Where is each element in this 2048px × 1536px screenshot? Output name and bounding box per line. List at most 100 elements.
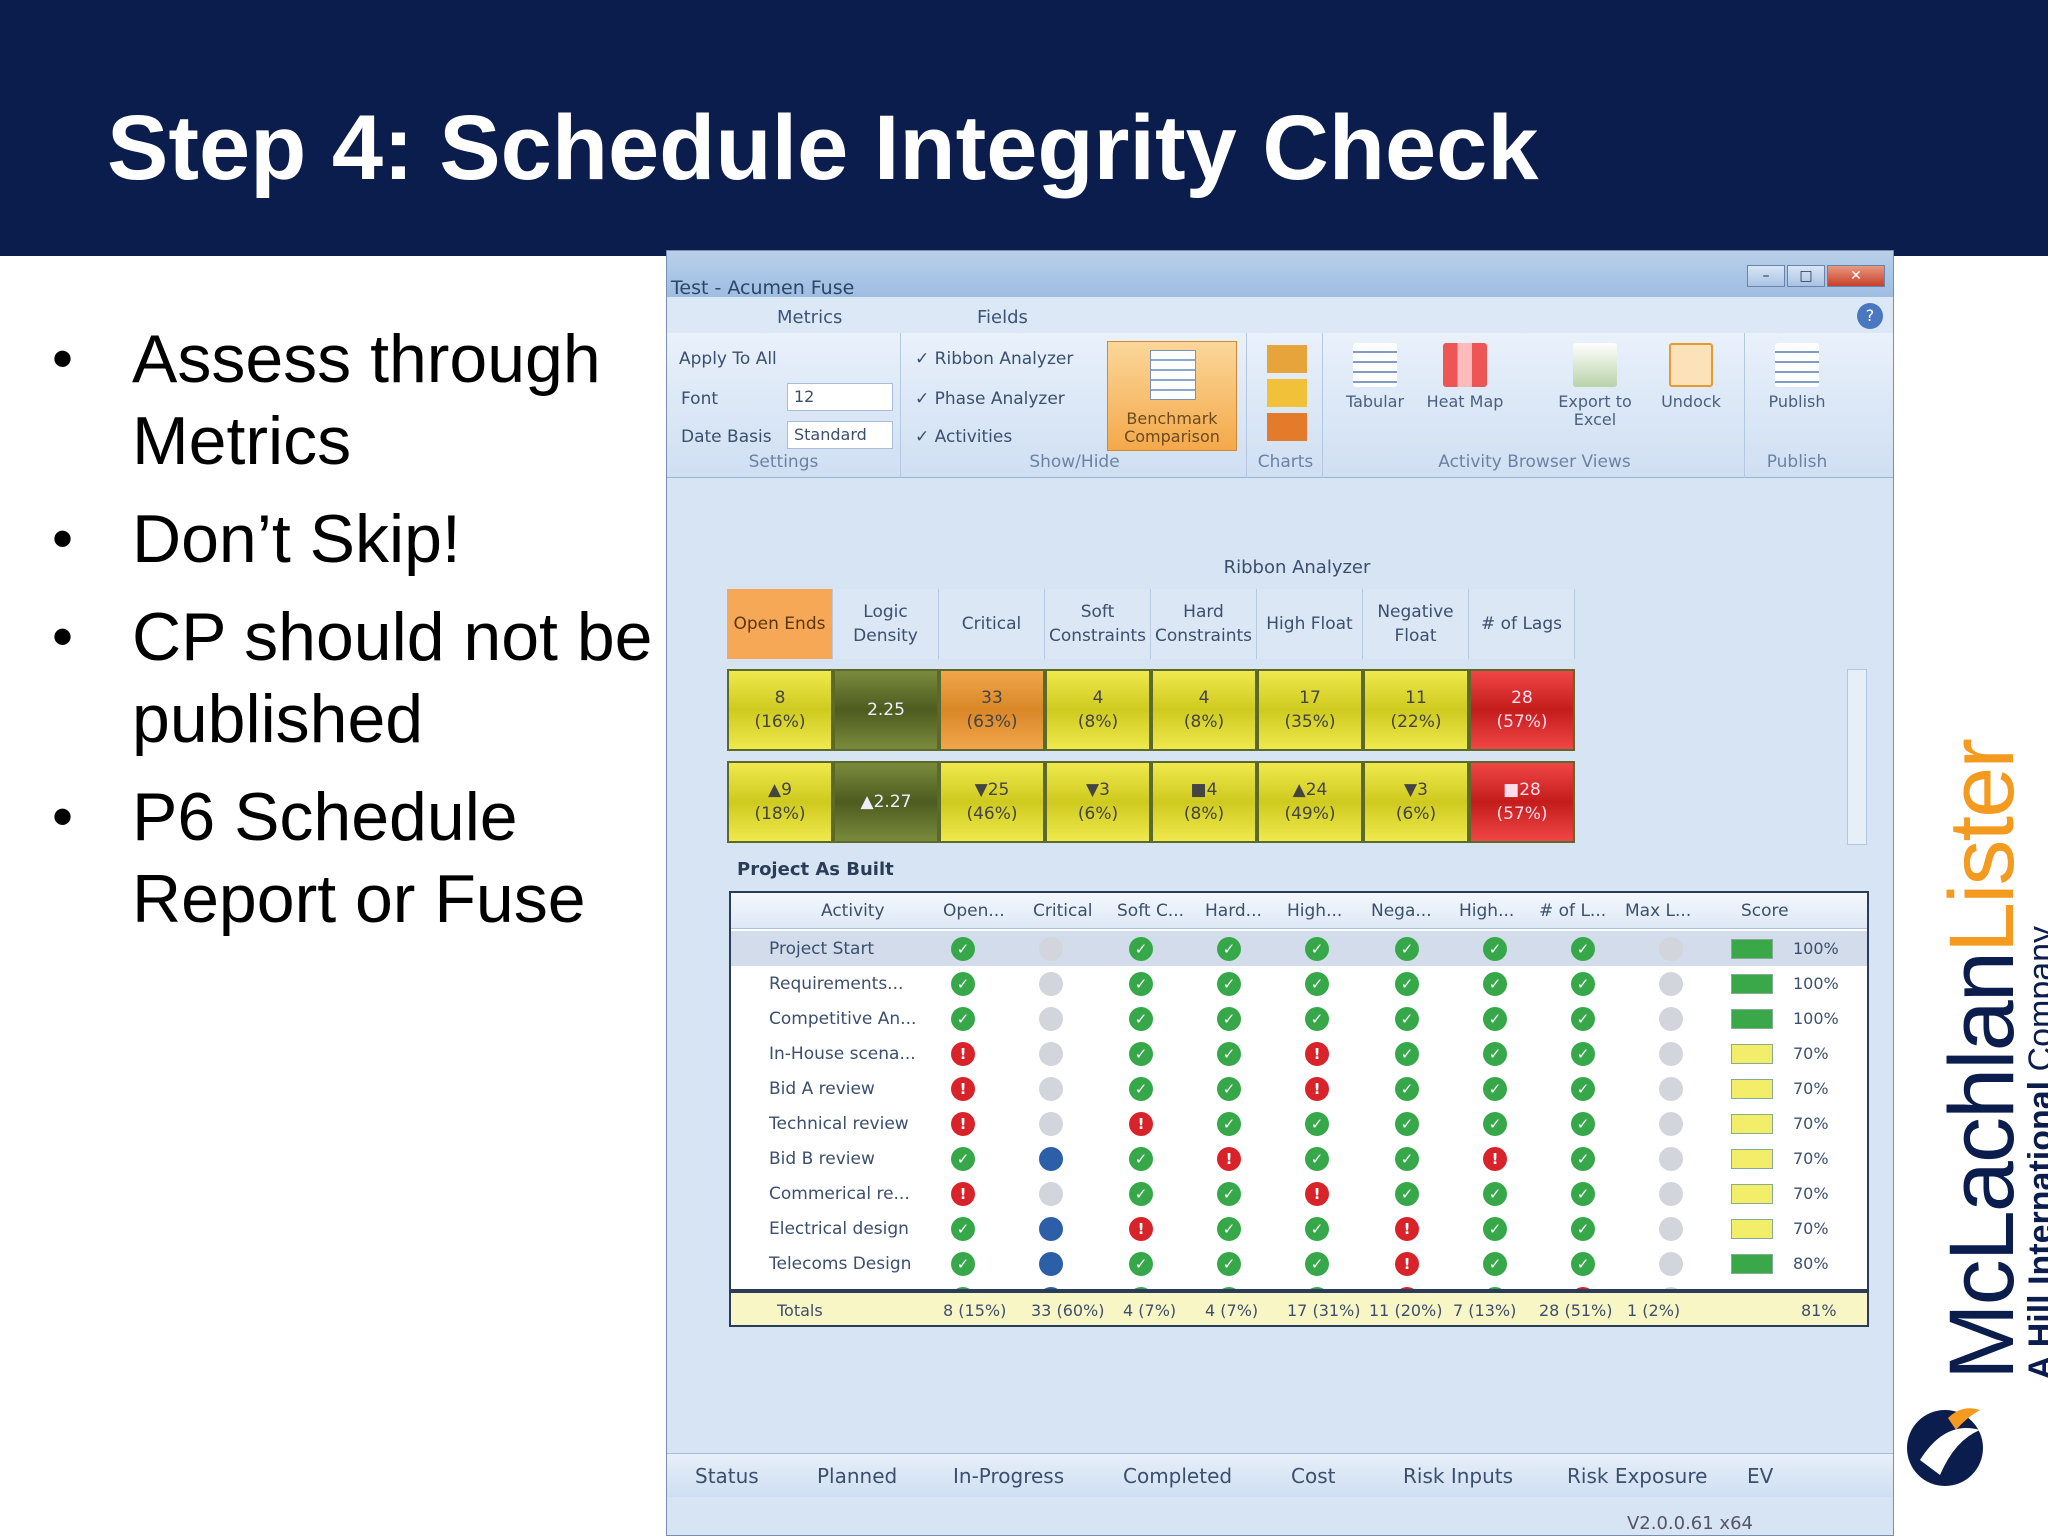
- undock-button[interactable]: Undock: [1651, 343, 1731, 411]
- status-tab[interactable]: Completed: [1123, 1464, 1233, 1488]
- grid-column-header[interactable]: Soft C...: [1117, 901, 1185, 921]
- activities-checkbox[interactable]: ✓ Activities: [915, 427, 1013, 447]
- status-tab[interactable]: In-Progress: [953, 1464, 1065, 1488]
- grid-column-header[interactable]: Max L...: [1625, 901, 1692, 921]
- table-row[interactable]: Mechanical des...✓✓✓✓!✓!70%: [731, 1281, 1867, 1289]
- publish-group-label: Publish: [1766, 452, 1828, 472]
- analyzer-column-header[interactable]: High Float: [1257, 589, 1363, 659]
- analyzer-metric-cell[interactable]: ▼3 (6%): [1045, 761, 1151, 843]
- analyzer-metric-cell[interactable]: 28 (57%): [1469, 669, 1575, 751]
- grid-column-header[interactable]: Critical: [1033, 901, 1093, 921]
- phase-analyzer-checkbox[interactable]: ✓ Phase Analyzer: [915, 389, 1065, 409]
- table-row[interactable]: Bid B review ✓ ✓! ✓ ✓! ✓ 70%: [731, 1141, 1867, 1176]
- analyzer-column-header[interactable]: Soft Constraints: [1045, 589, 1151, 659]
- analyzer-metric-cell[interactable]: ▼25 (46%): [939, 761, 1045, 843]
- minimize-icon[interactable]: –: [1747, 265, 1785, 287]
- analyzer-metric-cell[interactable]: 33 (63%): [939, 669, 1045, 751]
- status-tab[interactable]: EV: [1747, 1464, 1774, 1488]
- analyzer-metric-cell[interactable]: 17 (35%): [1257, 669, 1363, 751]
- activity-name: Telecoms Design: [769, 1254, 912, 1274]
- activity-name: Electrical design: [769, 1219, 909, 1239]
- grid-column-header[interactable]: Nega...: [1371, 901, 1432, 921]
- table-row[interactable]: Technical review!! ✓ ✓ ✓ ✓ ✓ 70%: [731, 1106, 1867, 1141]
- score-value: 70%: [1793, 1114, 1829, 1133]
- analyzer-metric-cell[interactable]: ■28 (57%): [1469, 761, 1575, 843]
- score-bar: [1731, 1114, 1773, 1134]
- close-icon[interactable]: ✕: [1827, 265, 1885, 287]
- analyzer-metric-cell[interactable]: ▼3 (6%): [1363, 761, 1469, 843]
- table-row[interactable]: In-House scena...! ✓ ✓! ✓ ✓ ✓ 70%: [731, 1036, 1867, 1071]
- grid-column-header[interactable]: High...: [1459, 901, 1515, 921]
- tab-metrics[interactable]: Metrics: [777, 307, 843, 328]
- alert-icon: !: [1129, 1217, 1153, 1241]
- grid-column-header[interactable]: Activity: [821, 901, 885, 921]
- analyzer-column-header[interactable]: Open Ends: [727, 589, 833, 659]
- analyzer-scrollbar[interactable]: [1847, 669, 1867, 845]
- check-icon: ✓: [1129, 1077, 1153, 1101]
- analyzer-column-header[interactable]: Logic Density: [833, 589, 939, 659]
- ribbon-analyzer-panel: Ribbon Analyzer Open Ends Logic Density Cr…: [727, 549, 1877, 1089]
- analyzer-column-header[interactable]: Critical: [939, 589, 1045, 659]
- analyzer-metric-cell[interactable]: 4 (8%): [1045, 669, 1151, 751]
- grid-column-header[interactable]: Hard...: [1205, 901, 1262, 921]
- chart-icon[interactable]: [1267, 345, 1307, 373]
- status-tab[interactable]: Risk Exposure: [1567, 1464, 1708, 1488]
- benchmark-comparison-button[interactable]: Benchmark Comparison: [1107, 341, 1237, 451]
- score-value: 100%: [1793, 939, 1839, 958]
- export-excel-button[interactable]: Export to Excel: [1545, 343, 1645, 429]
- date-basis-select[interactable]: Standard: [787, 421, 893, 449]
- score-value: 70%: [1793, 1149, 1829, 1168]
- charts-group-label: Charts: [1257, 452, 1314, 472]
- table-row[interactable]: Competitive An... ✓ ✓ ✓ ✓ ✓ ✓ ✓ 100%: [731, 1001, 1867, 1036]
- analyzer-metric-cell[interactable]: ■4 (8%): [1151, 761, 1257, 843]
- font-size-select[interactable]: 12: [787, 383, 893, 411]
- tab-fields[interactable]: Fields: [977, 307, 1028, 328]
- analyzer-column-header[interactable]: # of Lags: [1469, 589, 1575, 659]
- analyzer-column-header[interactable]: Negative Float: [1363, 589, 1469, 659]
- score-bar: [1731, 1149, 1773, 1169]
- heat-map-button[interactable]: Heat Map: [1425, 343, 1505, 411]
- table-row[interactable]: Requirements... ✓ ✓ ✓ ✓ ✓ ✓ ✓ 100%: [731, 966, 1867, 1001]
- totals-cell: 81%: [1801, 1301, 1837, 1320]
- analyzer-title: Ribbon Analyzer: [1223, 557, 1371, 578]
- check-icon: ✓: [1217, 1112, 1241, 1136]
- analyzer-metric-cell[interactable]: ▲2.27: [833, 761, 939, 843]
- publish-button[interactable]: Publish: [1757, 343, 1837, 411]
- check-icon: ✓: [1305, 972, 1329, 996]
- analyzer-metric-cell[interactable]: ▲9 (18%): [727, 761, 833, 843]
- status-dot-icon: [1659, 1077, 1683, 1101]
- analyzer-metric-cell[interactable]: 8 (16%): [727, 669, 833, 751]
- status-tab[interactable]: Cost: [1291, 1464, 1336, 1488]
- apply-to-all-button[interactable]: Apply To All: [679, 349, 777, 369]
- grid-column-header[interactable]: Score: [1741, 901, 1789, 921]
- status-tab[interactable]: Planned: [817, 1464, 898, 1488]
- check-icon: ✓: [1129, 972, 1153, 996]
- help-icon[interactable]: ?: [1857, 303, 1883, 329]
- table-row[interactable]: Bid A review! ✓ ✓! ✓ ✓ ✓ 70%: [731, 1071, 1867, 1106]
- status-tab[interactable]: Status: [695, 1464, 759, 1488]
- table-row[interactable]: Electrical design ✓! ✓ ✓! ✓ ✓ 70%: [731, 1211, 1867, 1246]
- score-bar: [1731, 1219, 1773, 1239]
- chart-icon[interactable]: [1267, 379, 1307, 407]
- check-icon: ✓: [1395, 1007, 1419, 1031]
- table-row[interactable]: Commerical re...! ✓ ✓! ✓ ✓ ✓ 70%: [731, 1176, 1867, 1211]
- showhide-group-label: Show/Hide: [1029, 452, 1120, 472]
- analyzer-metric-cell[interactable]: ▲24 (49%): [1257, 761, 1363, 843]
- grid-column-header[interactable]: High...: [1287, 901, 1343, 921]
- analyzer-metric-cell[interactable]: 11 (22%): [1363, 669, 1469, 751]
- status-tab[interactable]: Risk Inputs: [1403, 1464, 1514, 1488]
- grid-column-header[interactable]: # of L...: [1539, 901, 1607, 921]
- tabular-button[interactable]: Tabular: [1335, 343, 1415, 411]
- chart-icon[interactable]: [1267, 413, 1307, 441]
- table-row[interactable]: Telecoms Design ✓ ✓ ✓ ✓! ✓ ✓ 80%: [731, 1246, 1867, 1281]
- ribbon-analyzer-checkbox[interactable]: ✓ Ribbon Analyzer: [915, 349, 1074, 369]
- analyzer-metric-cell[interactable]: 4 (8%): [1151, 669, 1257, 751]
- analyzer-column-header[interactable]: Hard Constraints: [1151, 589, 1257, 659]
- check-icon: ✓: [1129, 1287, 1153, 1289]
- analyzer-metric-cell[interactable]: 2.25: [833, 669, 939, 751]
- score-bar: [1731, 1254, 1773, 1274]
- grid-column-header[interactable]: Open...: [943, 901, 1005, 921]
- check-icon: ✓: [1217, 1007, 1241, 1031]
- table-row[interactable]: Project Start ✓ ✓ ✓ ✓ ✓ ✓ ✓ 100%: [731, 931, 1867, 966]
- maximize-icon[interactable]: □: [1787, 265, 1825, 287]
